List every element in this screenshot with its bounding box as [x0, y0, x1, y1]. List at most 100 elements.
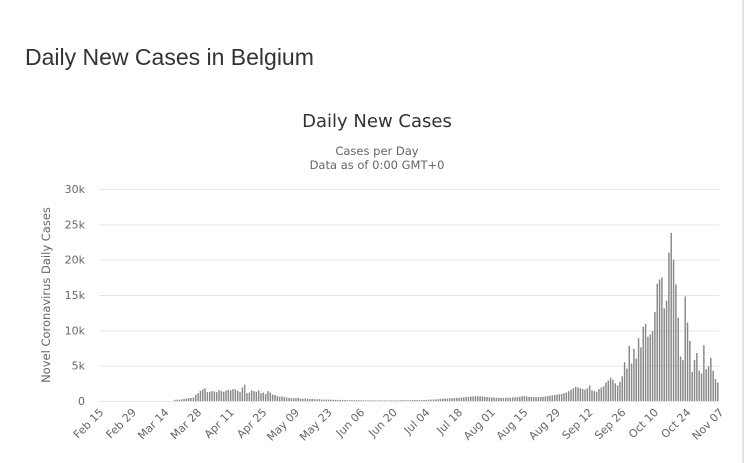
bar[interactable]	[267, 391, 269, 401]
bar[interactable]	[299, 398, 302, 401]
bar[interactable]	[302, 398, 304, 401]
bar[interactable]	[395, 400, 397, 401]
bar[interactable]	[679, 356, 682, 401]
bar[interactable]	[500, 397, 502, 401]
bar[interactable]	[509, 397, 512, 401]
bar[interactable]	[623, 362, 626, 401]
bar[interactable]	[682, 360, 684, 401]
bar[interactable]	[514, 397, 516, 401]
bar[interactable]	[428, 399, 430, 401]
bar[interactable]	[684, 296, 686, 401]
bar[interactable]	[220, 391, 223, 401]
bar[interactable]	[563, 393, 565, 401]
bar[interactable]	[710, 357, 712, 401]
bar[interactable]	[507, 397, 509, 401]
bar[interactable]	[605, 382, 607, 401]
bar[interactable]	[642, 326, 644, 401]
bar[interactable]	[255, 391, 258, 401]
bar[interactable]	[195, 394, 197, 401]
bar[interactable]	[348, 400, 351, 401]
bar[interactable]	[215, 392, 218, 401]
bar[interactable]	[383, 400, 386, 401]
bar[interactable]	[213, 391, 216, 401]
bar[interactable]	[635, 358, 637, 401]
bar[interactable]	[323, 399, 325, 401]
bar[interactable]	[229, 390, 232, 401]
bar[interactable]	[465, 397, 467, 401]
bar[interactable]	[386, 400, 388, 401]
bar[interactable]	[362, 400, 365, 401]
bar[interactable]	[693, 360, 696, 401]
bar[interactable]	[176, 399, 178, 401]
bar[interactable]	[535, 397, 537, 401]
bar[interactable]	[574, 386, 577, 401]
bar[interactable]	[211, 391, 213, 401]
bar[interactable]	[402, 400, 404, 401]
bar[interactable]	[400, 400, 402, 401]
bar[interactable]	[584, 389, 586, 401]
bar[interactable]	[185, 398, 188, 401]
bar[interactable]	[549, 395, 551, 401]
bar[interactable]	[551, 395, 554, 401]
bar[interactable]	[703, 345, 705, 401]
bar[interactable]	[449, 398, 451, 401]
bar[interactable]	[591, 390, 593, 401]
bar[interactable]	[542, 396, 544, 401]
bar[interactable]	[311, 398, 313, 401]
bar[interactable]	[421, 400, 423, 401]
bar[interactable]	[437, 399, 439, 401]
bar[interactable]	[239, 392, 241, 401]
bar[interactable]	[264, 393, 267, 401]
bar[interactable]	[633, 348, 635, 401]
bar[interactable]	[393, 400, 395, 401]
bar[interactable]	[472, 396, 474, 401]
bar[interactable]	[463, 397, 465, 401]
bar[interactable]	[705, 369, 707, 401]
bar[interactable]	[416, 399, 418, 401]
bar[interactable]	[295, 398, 297, 401]
bar[interactable]	[518, 396, 521, 401]
bar[interactable]	[546, 396, 549, 401]
bar[interactable]	[651, 331, 654, 401]
bar[interactable]	[243, 384, 246, 401]
bar[interactable]	[493, 397, 495, 401]
bar[interactable]	[588, 385, 591, 401]
bar[interactable]	[225, 390, 227, 401]
bar[interactable]	[486, 397, 488, 401]
bar[interactable]	[320, 399, 323, 401]
bar[interactable]	[521, 396, 523, 401]
bar[interactable]	[290, 398, 293, 401]
bar[interactable]	[276, 396, 279, 401]
bar[interactable]	[530, 396, 533, 401]
bar[interactable]	[222, 391, 225, 401]
bar[interactable]	[283, 397, 286, 401]
bar[interactable]	[274, 394, 276, 401]
bar[interactable]	[409, 400, 411, 401]
bar[interactable]	[598, 388, 600, 401]
bar[interactable]	[379, 400, 381, 401]
bar[interactable]	[292, 398, 295, 401]
bar[interactable]	[269, 392, 272, 401]
bar[interactable]	[260, 393, 262, 401]
bar[interactable]	[281, 396, 283, 401]
bar[interactable]	[665, 300, 668, 401]
bar[interactable]	[446, 398, 449, 401]
bar[interactable]	[418, 400, 421, 401]
bar[interactable]	[439, 398, 442, 401]
bar[interactable]	[586, 388, 589, 401]
bar[interactable]	[337, 399, 339, 401]
bar[interactable]	[358, 400, 360, 401]
bar[interactable]	[579, 388, 582, 401]
bar[interactable]	[572, 388, 575, 401]
bar[interactable]	[430, 399, 432, 401]
bar[interactable]	[306, 398, 309, 401]
bar[interactable]	[390, 400, 393, 401]
bar[interactable]	[663, 308, 665, 401]
bar[interactable]	[190, 397, 192, 401]
bar[interactable]	[453, 398, 456, 401]
bar[interactable]	[558, 394, 561, 401]
bar[interactable]	[411, 400, 414, 401]
bar[interactable]	[218, 390, 220, 401]
bar[interactable]	[344, 400, 346, 401]
bar[interactable]	[528, 396, 530, 401]
